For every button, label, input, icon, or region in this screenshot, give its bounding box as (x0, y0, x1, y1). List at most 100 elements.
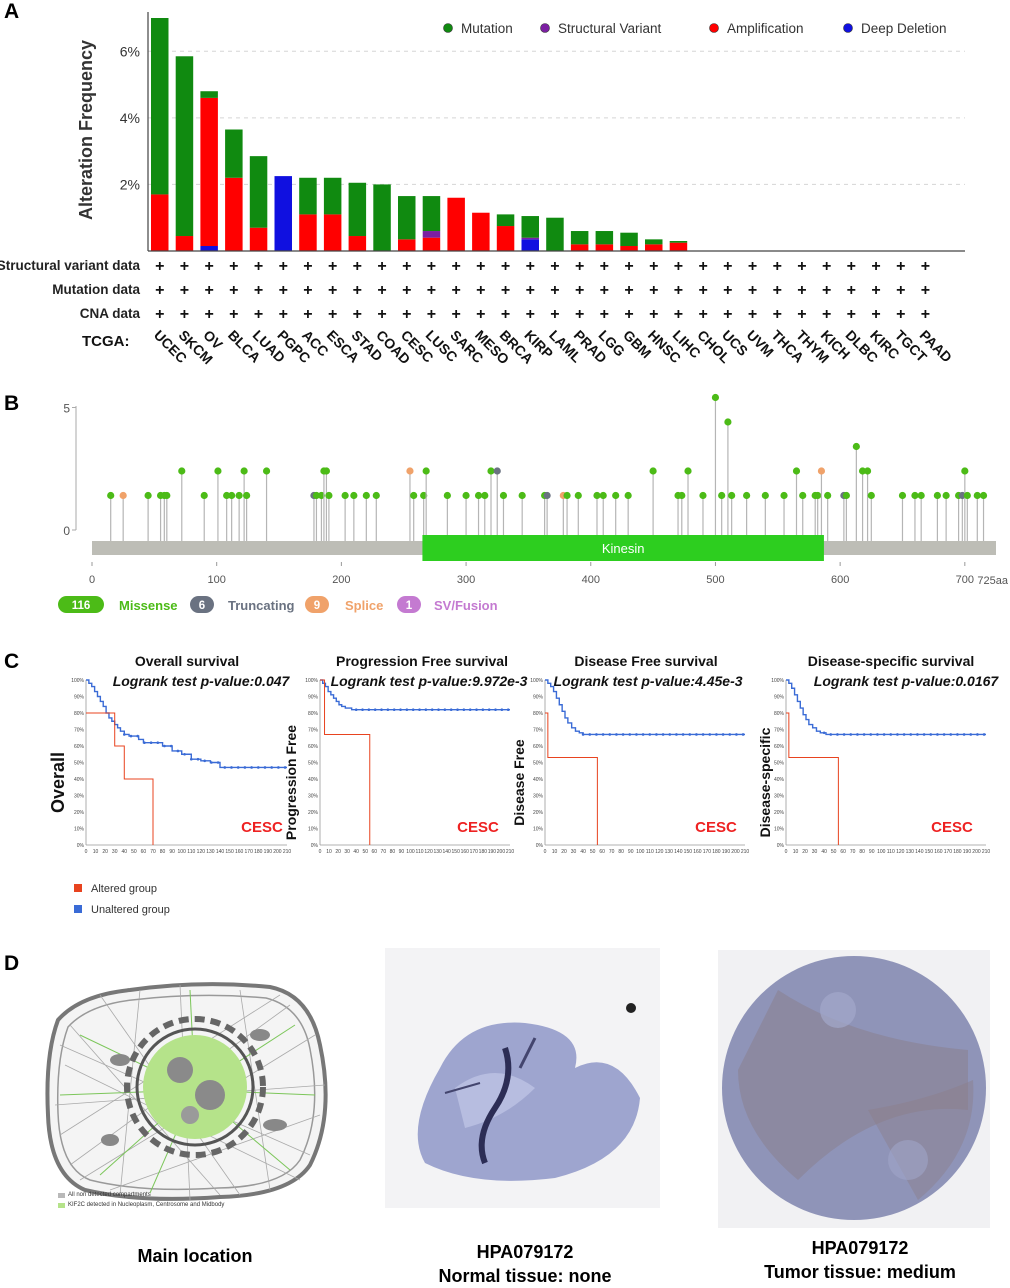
data-available-mark: + (649, 306, 658, 323)
lollipop-head (119, 491, 127, 500)
data-available-mark: + (526, 282, 535, 299)
data-available-mark: + (377, 306, 386, 323)
km-censor-mark (399, 708, 402, 711)
data-available-mark: + (204, 306, 213, 323)
legend-label: Structural Variant (558, 21, 662, 36)
km-censor-mark (283, 766, 287, 769)
km-censor-mark (468, 708, 472, 711)
km-x-tick: 160 (693, 849, 702, 855)
km-pvalue: Logrank test p-value:0.047 (113, 673, 291, 689)
km-censor-mark (449, 708, 453, 711)
km-censor-mark (354, 708, 358, 711)
bar-amplification (595, 244, 614, 251)
data-available-mark: + (624, 306, 633, 323)
x-tick-label: 600 (831, 574, 849, 586)
km-title: Disease-specific survival (808, 653, 975, 669)
km-x-tick: 10 (793, 849, 799, 855)
km-title: Progression Free survival (336, 653, 508, 669)
km-x-tick: 210 (982, 849, 991, 855)
data-available-mark: + (773, 282, 782, 299)
km-plot: Progression Free survival Logrank test p-… (283, 653, 528, 855)
km-legend-swatch (74, 884, 82, 892)
km-y-tick: 20% (308, 810, 319, 816)
km-censor-mark (122, 733, 126, 736)
data-available-mark: + (279, 258, 288, 275)
km-censor-mark (216, 761, 220, 764)
km-censor-mark (500, 708, 504, 711)
km-censor-mark (136, 734, 139, 738)
panel-label-b: B (4, 392, 20, 415)
km-x-tick: 140 (442, 849, 451, 855)
x-tick-label: 400 (582, 574, 600, 586)
km-censor-mark (462, 708, 466, 711)
data-available-mark: + (155, 282, 164, 299)
km-censor-mark (481, 708, 485, 711)
data-available-mark: + (402, 258, 411, 275)
km-y-tick: 80% (774, 711, 785, 717)
data-available-mark: + (451, 306, 460, 323)
km-y-tick: 0% (536, 843, 544, 849)
km-x-tick: 130 (906, 849, 915, 855)
km-x-tick: 100 (877, 849, 886, 855)
km-censor-mark (176, 749, 180, 753)
km-x-tick: 200 (731, 849, 740, 855)
km-censor-mark (735, 733, 738, 736)
data-available-mark: + (871, 282, 880, 299)
km-y-tick: 10% (774, 827, 785, 833)
km-x-tick: 210 (283, 849, 292, 855)
data-available-mark: + (155, 306, 164, 323)
km-censor-mark (475, 708, 478, 711)
lollipop-head (420, 491, 428, 500)
km-x-tick: 110 (887, 849, 895, 855)
km-censor-mark (601, 733, 605, 736)
lollipop-head (481, 491, 489, 500)
km-y-tick: 60% (308, 744, 319, 750)
km-censor-mark (628, 733, 632, 736)
km-x-tick: 150 (452, 849, 461, 855)
data-available-mark: + (674, 258, 683, 275)
panel-label-d: D (4, 952, 20, 975)
km-censor-mark (189, 757, 193, 761)
km-x-tick: 100 (406, 849, 415, 855)
km-x-tick: 200 (497, 849, 506, 855)
km-curve (545, 712, 598, 845)
km-ylabel: Disease-specific (757, 727, 773, 837)
km-title: Overall survival (135, 653, 239, 669)
bar-deep-deletion (521, 239, 539, 251)
km-x-tick: 100 (636, 849, 645, 855)
km-y-tick: 0% (777, 843, 785, 849)
km-x-tick: 150 (684, 849, 693, 855)
bar-mutation (546, 217, 564, 251)
km-x-tick: 150 (925, 849, 934, 855)
km-x-tick: 40 (580, 849, 586, 855)
data-available-mark: + (847, 258, 856, 275)
bar-amplification (422, 237, 441, 251)
data-available-mark: + (550, 258, 559, 275)
data-available-mark: + (353, 258, 362, 275)
km-x-tick: 70 (150, 849, 156, 855)
km-x-tick: 120 (655, 849, 664, 855)
data-available-mark: + (204, 282, 213, 299)
bar-mutation (422, 196, 441, 232)
km-censor-mark (443, 708, 447, 711)
km-x-tick: 160 (461, 849, 470, 855)
km-x-tick: 190 (264, 849, 273, 855)
km-pvalue: Logrank test p-value:0.0167 (814, 673, 1000, 689)
legend-count-badge (397, 596, 421, 613)
survival-curves: Overall survival Logrank test p-value:0.0… (48, 653, 1000, 916)
lollipop-head (743, 491, 751, 500)
lollipop-head (817, 467, 826, 475)
km-y-tick: 30% (308, 794, 319, 800)
lollipop-head (235, 491, 243, 500)
lollipop-head (824, 491, 832, 500)
data-available-mark: + (748, 258, 757, 275)
km-censor-mark (373, 708, 377, 711)
km-x-tick: 120 (424, 849, 433, 855)
km-x-tick: 20 (335, 849, 341, 855)
km-curve (86, 712, 154, 845)
data-available-mark: + (723, 258, 732, 275)
panel-label-a: A (4, 0, 20, 23)
bar-mutation (645, 239, 663, 245)
x-tick-label: 500 (706, 574, 724, 586)
km-censor-mark (942, 733, 946, 736)
